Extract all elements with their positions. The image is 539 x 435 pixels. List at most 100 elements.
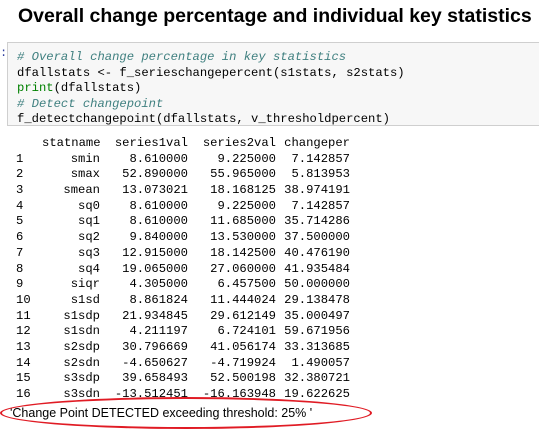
output-row: 7 sq3 12.915000 18.142500 40.476190: [16, 246, 350, 262]
output-cell: 1.490057: [291, 355, 350, 370]
output-cell: 35.000497: [284, 308, 350, 323]
output-cell: 12: [16, 324, 31, 339]
output-area: statname series1val series2val changeper 1 sm…: [16, 136, 350, 403]
output-cell: 27.060000: [210, 261, 276, 276]
output-cell: 41.935484: [284, 261, 350, 276]
output-cell: s2sdn: [63, 355, 100, 370]
code-cell[interactable]: # Overall change percentage in key stati…: [7, 42, 539, 126]
code-line: # Detect changepoint: [17, 97, 405, 113]
output-cell: s2sdp: [63, 339, 100, 354]
output-cell: 52.890000: [122, 167, 188, 182]
output-cell: 29.612149: [210, 308, 276, 323]
output-cell: 5.813953: [291, 167, 350, 182]
output-cell: 16: [16, 387, 31, 401]
output-cell: 13: [16, 339, 31, 354]
output-cell: 9.225000: [217, 198, 276, 213]
code-token: dfallstats <- f_serieschangepercent(s1st…: [17, 65, 405, 80]
output-row: 3 smean 13.073021 18.168125 38.974191: [16, 183, 350, 199]
output-cell: 32.380721: [284, 371, 350, 386]
output-cell: 4.211197: [129, 324, 188, 339]
output-cell: 4: [16, 198, 24, 213]
output-cell: 9.225000: [217, 151, 276, 166]
code-token: f_detectchangepoint(dfallstats, v_thresh…: [17, 112, 390, 127]
output-cell: sq3: [78, 245, 100, 260]
output-cell: 7.142857: [291, 151, 350, 166]
output-cell: sq4: [78, 261, 100, 276]
output-cell: s3sdp: [63, 371, 100, 386]
output-cell: sq2: [78, 230, 100, 245]
output-cell: 8.610000: [129, 198, 188, 213]
output-cell: 40.476190: [284, 245, 350, 260]
code-token: # Overall change percentage in key stati…: [17, 50, 347, 64]
output-cell: 18.168125: [210, 183, 276, 198]
output-cell: 8.610000: [129, 214, 188, 229]
output-row: 11 s1sdp 21.934845 29.612149 35.000497: [16, 309, 350, 325]
output-cell: 8.861824: [129, 292, 188, 307]
output-cell: 14: [16, 355, 31, 370]
output-cell: 11.444024: [210, 292, 276, 307]
output-cell: 6.724101: [217, 324, 276, 339]
output-cell: 38.974191: [284, 183, 350, 198]
code-token: # Detect changepoint: [17, 96, 164, 111]
output-cell: 8.610000: [129, 151, 188, 166]
output-cell: 18.142500: [210, 245, 276, 260]
code-line: f_detectchangepoint(dfallstats, v_thresh…: [17, 112, 405, 128]
output-cell: 13.073021: [122, 183, 188, 198]
output-row: 1 smin 8.610000 9.225000 7.142857: [16, 152, 350, 168]
output-header-row: statname series1val series2val changeper: [16, 136, 350, 152]
output-cell: -4.650627: [122, 355, 188, 370]
output-row: 10 s1sd 8.861824 11.444024 29.138478: [16, 293, 350, 309]
output-column-header: series1val: [114, 136, 188, 150]
output-cell: 9.840000: [129, 230, 188, 245]
code-line: dfallstats <- f_serieschangepercent(s1st…: [17, 66, 405, 82]
code-token: print: [17, 81, 54, 96]
output-cell: smean: [63, 183, 100, 198]
output-cell: 7.142857: [291, 198, 350, 213]
output-cell: 9: [16, 277, 24, 292]
output-row: 2 smax 52.890000 55.965000 5.813953: [16, 167, 350, 183]
output-cell: 4.305000: [129, 277, 188, 292]
output-cell: s3sdn: [63, 387, 100, 401]
output-cell: 52.500198: [210, 371, 276, 386]
page-title: Overall change percentage and individual…: [18, 5, 532, 27]
output-column-header: series2val: [202, 136, 276, 150]
output-row: 5 sq1 8.610000 11.685000 35.714286: [16, 214, 350, 230]
output-cell: 15: [16, 371, 31, 386]
code-editor[interactable]: # Overall change percentage in key stati…: [17, 50, 405, 128]
output-column-header: changeper: [284, 136, 350, 150]
output-cell: 1: [16, 151, 24, 166]
output-cell: 50.000000: [284, 277, 350, 292]
output-cell: 39.658493: [122, 371, 188, 386]
output-cell: 19.065000: [122, 261, 188, 276]
output-cell: smax: [70, 167, 100, 182]
output-row: 6 sq2 9.840000 13.530000 37.500000: [16, 230, 350, 246]
output-cell: siqr: [70, 277, 100, 292]
output-cell: 30.796669: [122, 339, 188, 354]
output-cell: 6.457500: [217, 277, 276, 292]
output-cell: 19.622625: [284, 387, 350, 401]
output-cell: 7: [16, 245, 24, 260]
output-cell: 55.965000: [210, 167, 276, 182]
output-cell: 13.530000: [210, 230, 276, 245]
output-column-header: statname: [42, 136, 101, 150]
output-row: 8 sq4 19.065000 27.060000 41.935484: [16, 262, 350, 278]
output-cell: 11.685000: [210, 214, 276, 229]
output-row: 12 s1sdn 4.211197 6.724101 59.671956: [16, 324, 350, 340]
output-cell: 5: [16, 214, 24, 229]
output-cell: sq0: [78, 198, 100, 213]
output-cell: 8: [16, 261, 24, 276]
output-cell: 21.934845: [122, 308, 188, 323]
highlight-ellipse: [0, 397, 372, 429]
output-cell: smin: [70, 151, 100, 166]
output-cell: 10: [16, 292, 31, 307]
output-row: 14 s2sdn -4.650627 -4.719924 1.490057: [16, 356, 350, 372]
output-row: 4 sq0 8.610000 9.225000 7.142857: [16, 199, 350, 215]
cell-prompt-marker: :: [0, 46, 8, 60]
output-cell: 37.500000: [284, 230, 350, 245]
output-cell: -4.719924: [210, 355, 276, 370]
output-cell: 33.313685: [284, 339, 350, 354]
output-cell: 41.056174: [210, 339, 276, 354]
output-cell: s1sdp: [63, 308, 100, 323]
output-cell: 11: [16, 308, 31, 323]
output-cell: s1sdn: [63, 324, 100, 339]
